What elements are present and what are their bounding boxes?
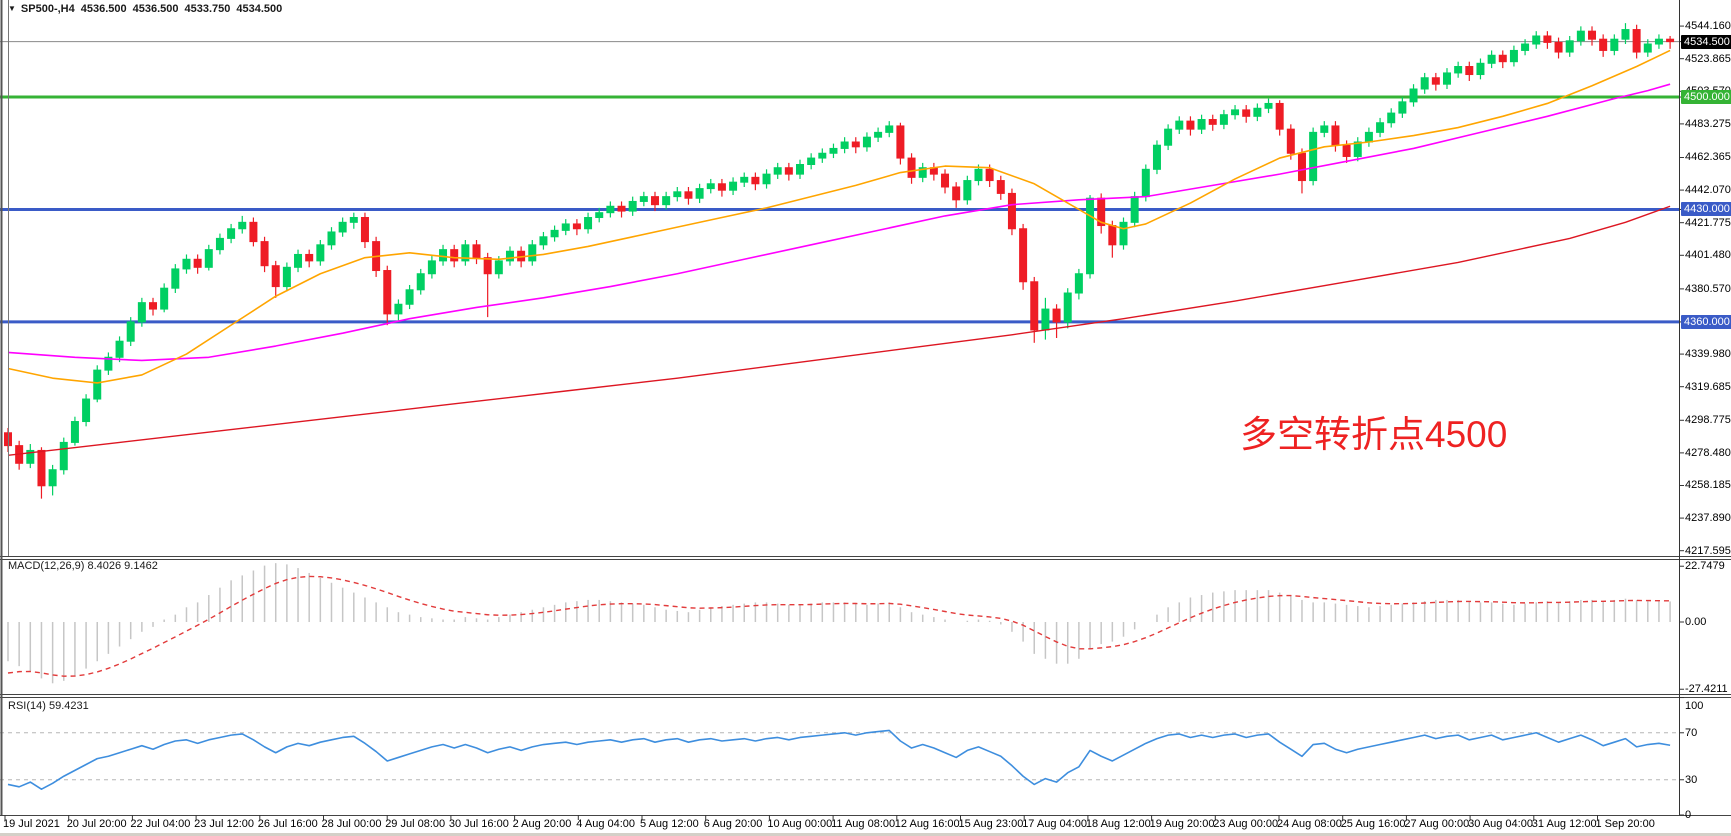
chart-annotation-text: 多空转折点4500 [1240,414,1508,455]
rsi-axis[interactable]: 100 70 30 0 [1679,695,1731,821]
symbol-ohlc-label: ▼ SP500-,H4 4536.500 4536.500 4533.750 4534.5… [8,3,282,15]
price-axis-label: 4534.500 [1681,34,1731,49]
rsi-indicator-label: RSI(14) 59.4231 [8,700,89,712]
macd-indicator-label: MACD(12,26,9) 8.4026 9.1462 [8,560,158,572]
time-axis-label: 6 Aug 20:00 [703,818,763,830]
bar-open-value: 4536.500 [80,3,127,15]
time-axis-label: 19 Aug 20:00 [1149,818,1215,830]
time-axis-label: 2 Aug 20:00 [512,818,572,830]
price-axis-label: 4421.775 [1685,216,1731,229]
time-axis-label: 1 Sep 20:00 [1595,818,1655,830]
time-axis-label: 11 Aug 08:00 [831,818,896,830]
time-axis-label: 31 Aug 12:00 [1531,818,1597,830]
time-axis-label: 23 Jul 12:00 [194,818,255,830]
time-axis-label: 10 Aug 00:00 [767,818,833,830]
rsi-axis-label: 0 [1685,809,1692,821]
macd-axis-label: 0.00 [1685,616,1707,628]
price-axis-label: 4483.275 [1685,117,1731,130]
time-axis-label: 23 Aug 00:00 [1213,818,1279,830]
price-axis-label: 4319.685 [1685,380,1731,393]
time-axis-label: 28 Jul 00:00 [321,818,382,830]
price-axis-label: 4380.570 [1685,282,1731,295]
price-axis-label: 4278.480 [1685,446,1731,459]
time-axis-label: 5 Aug 12:00 [640,818,699,830]
time-axis-label: 27 Aug 00:00 [1404,818,1470,830]
macd-axis-label: 22.7479 [1685,560,1725,573]
time-axis-label: 30 Aug 04:00 [1468,818,1533,830]
time-axis-label: 17 Aug 04:00 [1022,818,1088,830]
rsi-axis-label: 30 [1685,773,1698,786]
bar-close-value: 4534.500 [236,3,283,15]
bar-low-value: 4533.750 [184,3,231,15]
time-axis-label: 26 Jul 16:00 [257,818,318,830]
window-bottom-edge [0,833,1731,836]
price-axis-label: 4401.480 [1685,249,1731,262]
price-axis-label: 4339.980 [1685,348,1731,361]
price-axis-label: 4500.000 [1681,90,1731,105]
price-axis-label: 4544.160 [1685,20,1731,33]
bar-high-value: 4536.500 [132,3,179,15]
dropdown-arrow-icon: ▼ [8,4,16,13]
rsi-axis-label: 70 [1685,726,1698,739]
time-axis-label: 29 Jul 08:00 [385,818,446,830]
time-axis-label: 18 Aug 12:00 [1085,818,1151,830]
time-axis-label: 30 Jul 16:00 [448,818,509,830]
price-axis-label: 4430.000 [1681,202,1731,217]
price-axis-label: 4442.070 [1685,184,1731,197]
time-axis-label: 22 Jul 04:00 [130,818,191,830]
price-axis-label: 4523.865 [1685,52,1731,65]
time-axis[interactable]: 19 Jul 2021 20 Jul 20:00 22 Jul 04:00 23 Ju… [0,816,1731,833]
time-axis-label: 25 Aug 16:00 [1340,818,1406,830]
symbol-name: SP500-,H4 [20,3,75,15]
price-axis-label: 4258.185 [1685,479,1731,492]
macd-axis[interactable]: 22.7479 0.00 -27.4211 [1679,557,1731,696]
time-axis-label: 24 Aug 08:00 [1277,818,1342,830]
time-axis-label: 4 Aug 04:00 [576,818,636,830]
price-axis-label: 4237.890 [1685,512,1731,525]
time-axis-label: 12 Aug 16:00 [894,818,960,830]
time-axis-label: 20 Jul 20:00 [66,818,127,830]
price-axis-label: 4298.775 [1685,414,1731,427]
price-axis-label: 4217.595 [1685,544,1731,557]
macd-axis-label: -27.4211 [1685,683,1728,696]
rsi-axis-label: 100 [1685,700,1704,712]
price-axis-label: 4462.365 [1685,151,1731,164]
time-axis-label: 15 Aug 23:00 [958,818,1024,830]
price-axis[interactable]: 4544.1604534.5004523.8654503.5704500.000… [1679,0,1731,816]
price-axis-label: 4360.000 [1681,314,1731,329]
time-axis-label: 19 Jul 2021 [3,818,60,830]
